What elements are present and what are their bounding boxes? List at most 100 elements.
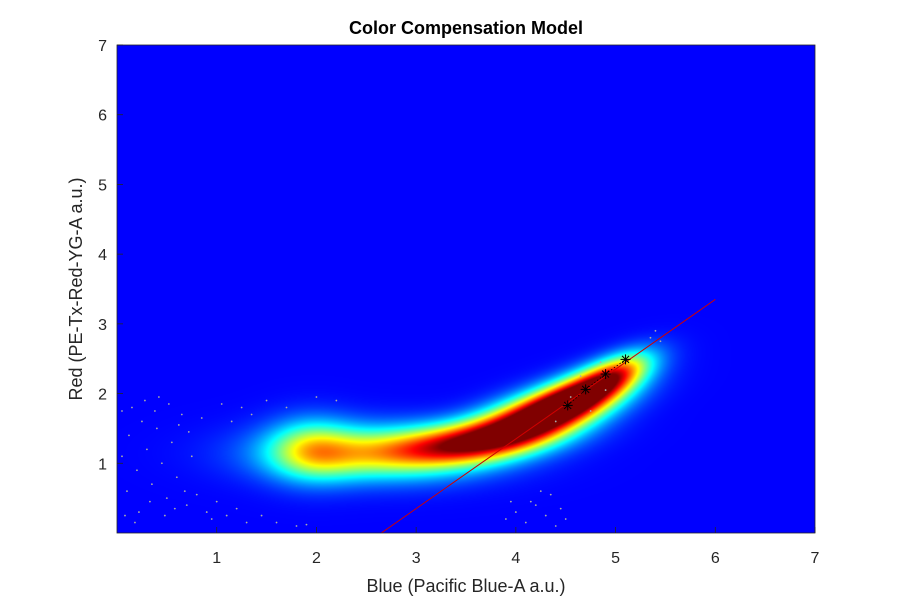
y-tick-label: 3 [98,317,107,334]
x-tick-label: 7 [811,550,820,567]
x-tick-label: 1 [212,550,221,567]
outlier-point [549,493,552,496]
outlier-point [554,525,557,527]
plot-area [117,45,815,533]
outlier-point [569,396,572,398]
outlier-point [153,410,156,412]
outlier-point [136,469,138,472]
outlier-point [170,441,173,444]
outlier-point [177,424,180,426]
outlier-point [149,500,151,503]
outlier-point [265,399,268,402]
outlier-point [121,455,123,458]
outlier-point [589,410,592,412]
outlier-point [599,361,602,364]
outlier-point [195,493,198,496]
outlier-point [225,514,228,517]
outlier-point [185,504,188,507]
asterisk-marker [600,369,611,380]
outlier-point [654,329,657,332]
outlier-point [554,420,557,423]
outlier-point [183,490,186,493]
outlier-point [131,406,133,409]
x-tick-label: 6 [711,550,720,567]
asterisk-marker [620,354,631,365]
outlier-point [175,476,178,479]
x-axis-label: Blue (Pacific Blue-A a.u.) [366,576,565,596]
outlier-point [544,514,547,517]
asterisk-marker [580,384,591,395]
x-axis: 1 2 3 4 5 6 7 [212,527,820,567]
outlier-point [245,521,248,524]
outlier-point [163,514,166,517]
outlier-point [315,396,318,398]
outlier-point [121,410,123,412]
outlier-point [144,399,146,402]
outlier-point [165,497,168,500]
outlier-point [524,521,527,524]
marker-points [562,354,631,411]
outlier-point [187,431,190,433]
y-tick-label: 6 [98,108,107,125]
asterisk-marker [562,400,573,411]
outlier-point [295,525,298,527]
outlier-point [215,500,218,503]
y-tick-label: 7 [98,38,107,55]
outlier-point [305,523,308,526]
y-tick-label: 2 [98,387,107,404]
outlier-point [155,427,158,430]
outlier-point [659,340,662,343]
outlier-point [559,507,562,510]
outlier-point [138,511,140,513]
outlier-point [235,507,238,510]
outlier-point [220,403,223,405]
outlier-point [205,511,208,513]
y-tick-label: 1 [98,456,107,473]
outlier-point [579,375,582,378]
x-tick-label: 4 [511,550,520,567]
x-tick-label: 3 [412,550,421,567]
outlier-point [210,518,213,520]
outlier-point [529,500,532,503]
y-tick-label: 5 [98,177,107,194]
outlier-point [240,406,243,409]
fit-line-segment [380,299,716,533]
chart-title: Color Compensation Model [349,18,583,38]
y-axis-label: Red (PE-Tx-Red-YG-A a.u.) [66,177,86,400]
outlier-point [504,518,507,520]
y-tick-label: 4 [98,247,107,264]
outlier-point [514,511,517,513]
fit-line [380,299,716,533]
outlier-point [134,521,136,524]
outlier-point [539,490,542,493]
outlier-point [335,399,338,402]
outlier-point [157,396,160,398]
outlier-point [146,448,148,451]
outlier-point [141,420,143,423]
outlier-point [649,336,652,339]
outlier-point [534,504,537,507]
outlier-point [151,483,153,486]
outlier-point [564,518,567,520]
plot-frame [116,44,816,534]
outlier-point [160,462,163,465]
outlier-point [167,403,170,405]
outlier-points [121,329,662,527]
outlier-point [230,420,233,423]
outlier-point [190,455,193,458]
outlier-point [604,389,607,391]
x-tick-label: 2 [312,550,321,567]
x-tick-label: 5 [611,550,620,567]
outlier-point [180,413,183,416]
outlier-point [200,417,203,419]
outlier-point [285,406,288,409]
density-heatmap [117,45,815,533]
outlier-point [260,514,263,517]
outlier-point [509,500,512,503]
outlier-point [124,514,126,517]
y-axis: 1 2 3 4 5 6 7 [98,38,123,473]
outlier-point [275,521,278,524]
outlier-point [126,490,128,493]
outlier-point [173,507,176,510]
